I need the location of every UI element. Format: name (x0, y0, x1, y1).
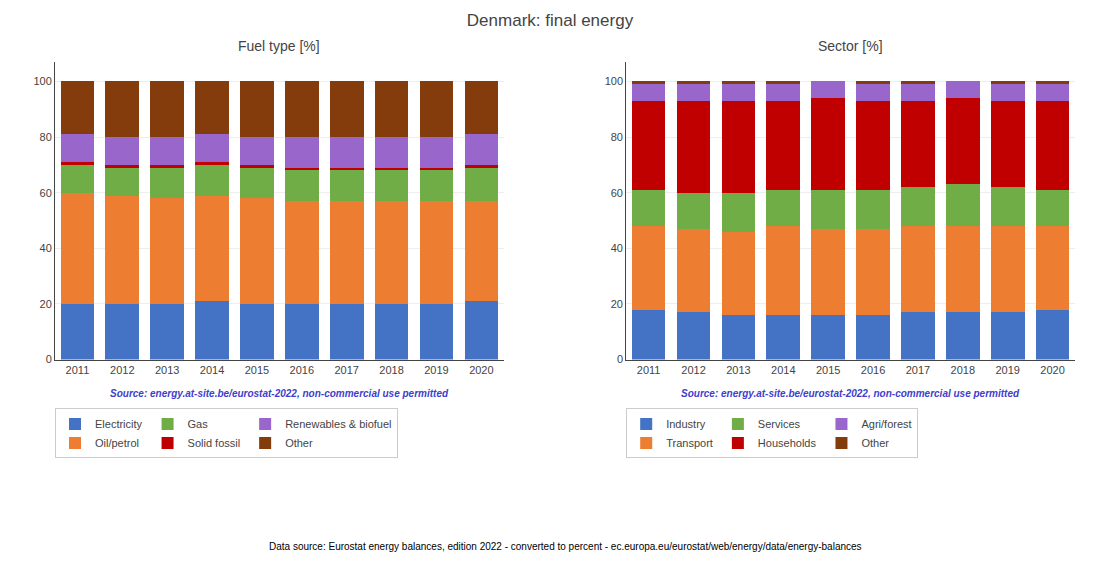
svg-text:Industry: Industry (666, 418, 706, 430)
svg-text:2016: 2016 (290, 364, 314, 376)
svg-text:Data source: Eurostat energy b: Data source: Eurostat energy balances, e… (269, 541, 862, 552)
svg-text:2019: 2019 (424, 364, 448, 376)
svg-text:20: 20 (611, 298, 623, 310)
svg-text:2017: 2017 (906, 364, 930, 376)
svg-text:40: 40 (611, 242, 623, 254)
svg-text:Fuel type [%]: Fuel type [%] (238, 38, 320, 54)
svg-text:Households: Households (758, 437, 817, 449)
svg-text:2012: 2012 (681, 364, 705, 376)
svg-text:Other: Other (285, 437, 313, 449)
svg-text:Renewables & biofuel: Renewables & biofuel (285, 418, 391, 430)
svg-text:80: 80 (611, 131, 623, 143)
svg-text:80: 80 (40, 131, 52, 143)
svg-text:100: 100 (33, 75, 51, 87)
svg-text:Denmark: final energy: Denmark: final energy (467, 11, 634, 30)
svg-text:Solid fossil: Solid fossil (188, 437, 241, 449)
svg-text:Agri/forest: Agri/forest (861, 418, 911, 430)
svg-text:2015: 2015 (816, 364, 840, 376)
svg-text:Transport: Transport (666, 437, 713, 449)
svg-text:60: 60 (611, 187, 623, 199)
svg-text:Other: Other (861, 437, 889, 449)
svg-text:2016: 2016 (861, 364, 885, 376)
svg-text:2018: 2018 (951, 364, 975, 376)
svg-text:0: 0 (617, 353, 623, 365)
svg-text:2015: 2015 (245, 364, 269, 376)
svg-text:2013: 2013 (726, 364, 750, 376)
svg-text:Services: Services (758, 418, 801, 430)
svg-text:2012: 2012 (110, 364, 134, 376)
svg-text:0: 0 (46, 353, 52, 365)
svg-text:2020: 2020 (469, 364, 493, 376)
svg-text:100: 100 (605, 75, 623, 87)
svg-text:2017: 2017 (334, 364, 358, 376)
svg-text:Source: energy.at-site.be/euro: Source: energy.at-site.be/eurostat-2022,… (110, 388, 449, 399)
svg-text:60: 60 (40, 187, 52, 199)
svg-text:2014: 2014 (200, 364, 224, 376)
svg-text:Sector [%]: Sector [%] (818, 38, 883, 54)
svg-text:Gas: Gas (188, 418, 209, 430)
svg-text:2011: 2011 (66, 364, 90, 376)
svg-text:Oil/petrol: Oil/petrol (95, 437, 139, 449)
svg-text:Electricity: Electricity (95, 418, 143, 430)
svg-text:2011: 2011 (637, 364, 661, 376)
svg-text:2013: 2013 (155, 364, 179, 376)
svg-text:2014: 2014 (771, 364, 795, 376)
svg-text:Source: energy.at-site.be/euro: Source: energy.at-site.be/eurostat-2022,… (681, 388, 1020, 399)
svg-text:40: 40 (40, 242, 52, 254)
svg-text:2019: 2019 (995, 364, 1019, 376)
svg-text:2018: 2018 (379, 364, 403, 376)
svg-text:20: 20 (40, 298, 52, 310)
svg-text:2020: 2020 (1040, 364, 1064, 376)
